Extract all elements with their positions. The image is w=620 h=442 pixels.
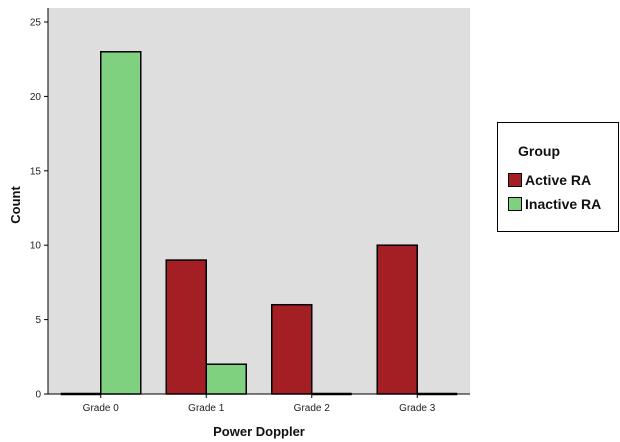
bar-inactive-ra (100, 51, 142, 395)
y-tick-label: 0 (35, 390, 41, 401)
y-axis-ticks: 0 5 10 15 20 25 (30, 18, 48, 401)
legend-swatch-active-ra (508, 173, 522, 187)
bar-active-ra (376, 244, 418, 395)
bar-active-ra (165, 259, 207, 395)
legend-title: Group (518, 143, 560, 159)
y-tick-label: 20 (30, 92, 42, 103)
legend-item-active-ra: Active RA (508, 171, 591, 189)
x-tick-label: Grade 3 (399, 403, 436, 414)
y-tick-label: 15 (30, 166, 42, 177)
legend-label-active-ra: Active RA (525, 172, 592, 188)
x-tick-label: Grade 1 (188, 403, 225, 414)
x-tick-label: Grade 2 (294, 403, 331, 414)
y-tick-label: 5 (35, 315, 41, 326)
x-tick-label: Grade 0 (83, 403, 120, 414)
bar-inactive-ra (205, 363, 247, 395)
legend-swatch-inactive-ra (508, 197, 522, 211)
x-axis-ticks: Grade 0 Grade 1 Grade 2 Grade 3 (83, 394, 436, 414)
legend-item-inactive-ra: Inactive RA (508, 195, 601, 213)
bar-active-ra (271, 303, 313, 395)
legend-label-inactive-ra: Inactive RA (525, 196, 602, 212)
y-tick-label: 10 (30, 241, 42, 252)
y-axis-title: Count (8, 186, 23, 224)
bars (60, 51, 458, 396)
x-axis-title: Power Doppler (213, 424, 305, 439)
y-tick-label: 25 (30, 18, 42, 29)
legend: Group Active RA Inactive RA (497, 122, 619, 232)
